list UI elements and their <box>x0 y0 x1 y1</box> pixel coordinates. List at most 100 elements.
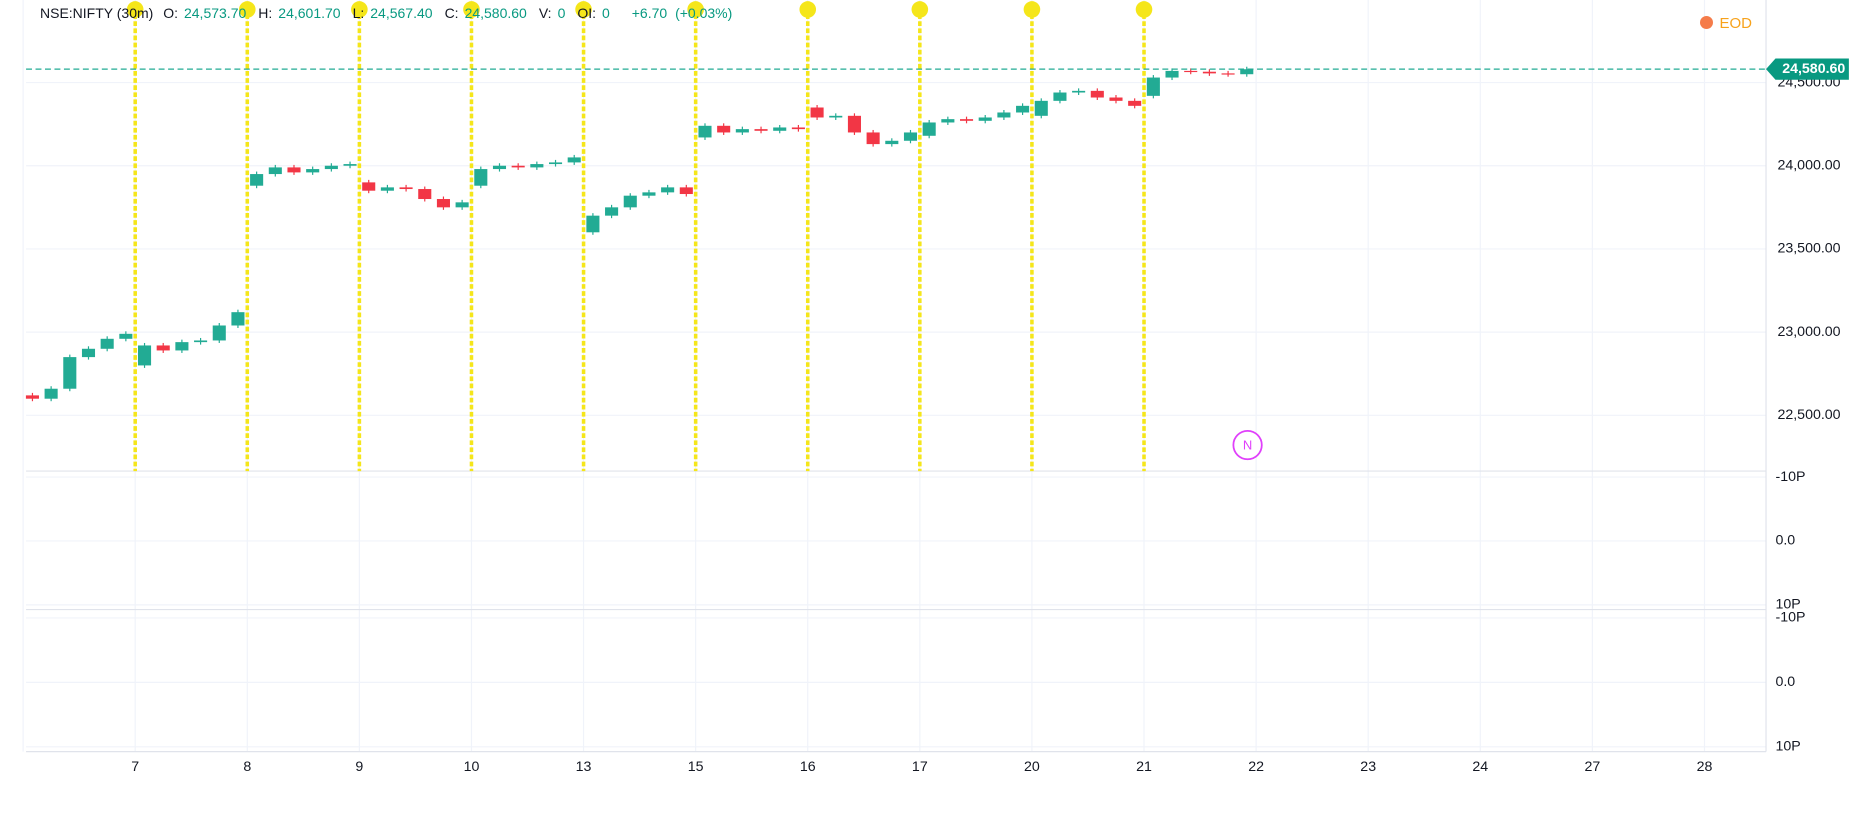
candle-body <box>586 215 600 233</box>
candle-body <box>1053 92 1067 101</box>
candle-body <box>1128 100 1142 106</box>
candle-body <box>212 325 226 341</box>
y-tick-label: 22,500.00 <box>1777 407 1840 423</box>
candle-body <box>661 187 675 193</box>
session-badge <box>911 1 929 18</box>
status-dot <box>1700 16 1714 29</box>
candle-body <box>306 169 320 173</box>
field-label: O: <box>163 5 178 21</box>
candle-body <box>492 165 507 170</box>
x-tick-label: 16 <box>800 759 816 775</box>
candle-body <box>343 164 357 166</box>
candle-body <box>605 207 619 216</box>
candle-body <box>137 345 152 366</box>
symbol: NSE:NIFTY (30m) <box>40 5 154 21</box>
field-label: V: <box>538 5 552 21</box>
event-marker-label: N <box>1243 438 1252 453</box>
candle-body <box>829 115 843 118</box>
session-badge <box>239 1 256 18</box>
candle-body <box>903 132 918 141</box>
candle-body <box>1146 77 1160 96</box>
x-tick-label: 7 <box>131 759 139 775</box>
status-text: EOD <box>1719 15 1752 32</box>
field-value: 24,601.70 <box>278 5 341 21</box>
field-value: 24,567.40 <box>370 5 433 21</box>
candle-body <box>119 333 133 339</box>
candle-body <box>978 117 992 121</box>
x-tick-label: 22 <box>1248 759 1264 775</box>
event-marker <box>1232 429 1263 461</box>
candle-body <box>474 169 488 186</box>
candle-body <box>885 140 899 145</box>
candle-body <box>717 125 731 133</box>
session-badge <box>463 1 480 18</box>
field-label: L: <box>352 5 365 21</box>
field-label: OI: <box>577 5 597 21</box>
field-label: C: <box>444 5 459 21</box>
candle-body <box>81 348 96 358</box>
candle-body <box>922 122 936 136</box>
candle-body <box>1016 105 1030 113</box>
field-value: 24,573.70 <box>183 5 247 21</box>
session-badge <box>351 1 368 18</box>
candle-body <box>44 388 58 399</box>
candle-body <box>1072 90 1086 93</box>
legend-header: NSE:NIFTY (30m) O: 24,573.70 H: 24,601.70 L:… <box>40 5 744 21</box>
candle-body <box>548 162 563 165</box>
candle-body <box>1221 73 1235 75</box>
candle-body <box>1240 69 1254 75</box>
x-tick-label: 28 <box>1697 759 1713 775</box>
candle-body <box>941 119 955 123</box>
field-label: H: <box>258 5 273 21</box>
y-tick-label: -10P <box>1775 469 1805 485</box>
candle-body <box>25 395 39 399</box>
x-tick-label: 8 <box>243 759 251 775</box>
candle-body <box>455 202 469 208</box>
session-badge <box>126 1 144 18</box>
x-tick-label: 9 <box>355 759 363 775</box>
candle-body <box>530 164 544 168</box>
field-value: 24,580.60 <box>464 5 527 21</box>
candle-body <box>156 345 170 351</box>
candle-body <box>194 340 208 343</box>
candle-body <box>1202 71 1216 74</box>
last-price-tag <box>1766 58 1849 80</box>
session-badge <box>1023 1 1041 18</box>
candle-body <box>268 167 282 175</box>
session-badge <box>799 1 817 18</box>
candle-body <box>959 119 974 121</box>
x-tick-label: 17 <box>912 759 928 775</box>
candle-body <box>773 127 787 131</box>
x-tick-label: 13 <box>576 759 592 775</box>
y-tick-label: 10P <box>1775 739 1800 755</box>
x-tick-label: 15 <box>688 759 704 775</box>
session-badge <box>1135 1 1153 18</box>
change-pct: (+0.03%) <box>675 5 733 21</box>
y-tick-label: 23,500.00 <box>1777 241 1840 257</box>
x-tick-label: 10 <box>464 759 480 775</box>
y-tick-label: 24,000.00 <box>1777 157 1840 173</box>
x-tick-label: 23 <box>1360 759 1376 775</box>
y-tick-label: -10P <box>1775 610 1805 626</box>
candle-body <box>1165 70 1179 78</box>
x-tick-label: 21 <box>1136 759 1152 775</box>
field-value: 0 <box>557 5 566 21</box>
candle-body <box>511 165 525 168</box>
candle-body <box>436 199 450 208</box>
x-tick-label: 20 <box>1024 759 1040 775</box>
session-badge <box>687 1 704 18</box>
field-value: 0 <box>602 5 610 21</box>
candle-body <box>567 157 581 163</box>
y-tick-label: 0.0 <box>1775 674 1795 690</box>
y-tick-label: 10P <box>1775 597 1800 613</box>
candle-body <box>287 167 301 173</box>
candle-body <box>1090 90 1104 98</box>
status: EOD <box>1700 15 1752 32</box>
candle-body <box>231 312 245 326</box>
candle-body <box>997 112 1011 118</box>
candle-body <box>250 174 264 186</box>
candle-body <box>735 129 749 133</box>
change: +6.70 <box>631 5 668 21</box>
candle-body <box>362 182 376 191</box>
candle-body <box>642 192 656 196</box>
